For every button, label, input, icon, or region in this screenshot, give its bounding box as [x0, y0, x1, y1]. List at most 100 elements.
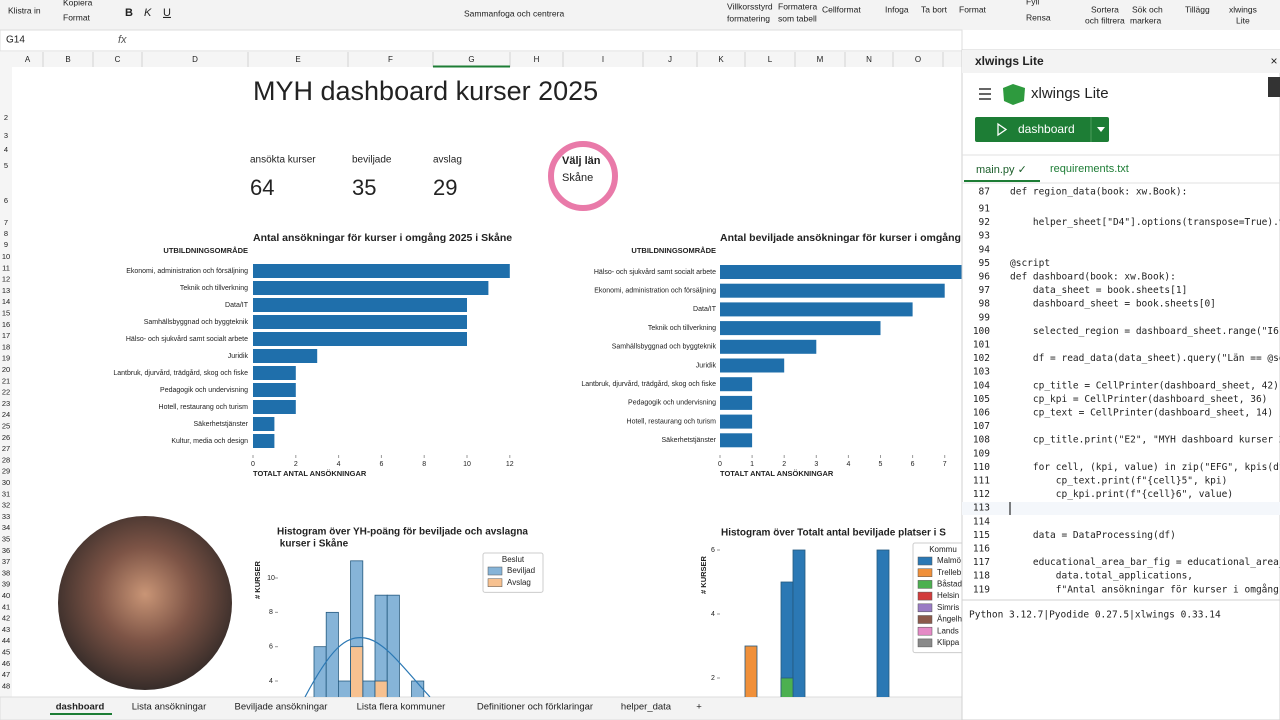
- column-label[interactable]: I: [602, 55, 604, 64]
- column-label[interactable]: B: [65, 55, 70, 64]
- row-label[interactable]: 19: [2, 354, 10, 363]
- row-label[interactable]: 34: [2, 523, 10, 532]
- cell-reference[interactable]: G14: [6, 35, 25, 46]
- ribbon-item[interactable]: Sortera: [1091, 4, 1119, 14]
- select-value[interactable]: Skåne: [562, 172, 593, 184]
- row-label[interactable]: 3: [4, 131, 8, 140]
- row-label[interactable]: 7: [4, 218, 8, 227]
- ribbon-item[interactable]: Lite: [1236, 15, 1250, 25]
- column-label[interactable]: G: [468, 55, 474, 64]
- row-label[interactable]: 12: [2, 275, 10, 284]
- ribbon-item[interactable]: Sammanfoga och centrera: [464, 8, 564, 18]
- run-button[interactable]: [975, 117, 1109, 142]
- row-label[interactable]: 36: [2, 546, 10, 555]
- ribbon-item[interactable]: Tillägg: [1185, 4, 1210, 14]
- row-label[interactable]: 32: [2, 501, 10, 510]
- row-label[interactable]: 22: [2, 388, 10, 397]
- column-label[interactable]: J: [668, 55, 672, 64]
- column-label[interactable]: C: [115, 55, 121, 64]
- row-label[interactable]: 6: [4, 196, 8, 205]
- row-label[interactable]: 40: [2, 591, 10, 600]
- column-label[interactable]: O: [915, 55, 921, 64]
- row-label[interactable]: 30: [2, 478, 10, 487]
- ribbon-item[interactable]: formatering: [727, 13, 770, 23]
- sheet-tab[interactable]: Lista flera kommuner: [357, 702, 446, 713]
- row-label[interactable]: 39: [2, 580, 10, 589]
- row-label[interactable]: 15: [2, 308, 10, 317]
- ribbon-item[interactable]: Kopiera: [63, 0, 93, 7]
- ribbon-item[interactable]: Fyll: [1026, 0, 1039, 6]
- ribbon-item[interactable]: Format: [63, 12, 91, 22]
- column-label[interactable]: M: [817, 55, 824, 64]
- ribbon-item[interactable]: Formatera: [778, 1, 817, 11]
- region-select[interactable]: [548, 141, 618, 211]
- ribbon-item[interactable]: U: [163, 7, 171, 19]
- editor-tab[interactable]: main.py ✓: [976, 164, 1027, 176]
- row-label[interactable]: 10: [2, 252, 10, 261]
- column-label[interactable]: D: [192, 55, 198, 64]
- row-label[interactable]: 13: [2, 286, 10, 295]
- sheet-tab[interactable]: Beviljade ansökningar: [235, 702, 328, 713]
- editor-tab[interactable]: requirements.txt: [1050, 163, 1129, 175]
- info-icon[interactable]: [1268, 77, 1280, 97]
- run-button-label[interactable]: dashboard: [1018, 122, 1075, 136]
- row-label[interactable]: 16: [2, 320, 10, 329]
- sheet-tab[interactable]: +: [696, 702, 702, 713]
- ribbon-item[interactable]: B: [125, 7, 133, 19]
- row-label[interactable]: 43: [2, 625, 10, 634]
- dropdown-icon[interactable]: [1097, 127, 1105, 132]
- row-label[interactable]: 14: [2, 297, 10, 306]
- row-label[interactable]: 44: [2, 636, 10, 645]
- row-label[interactable]: 23: [2, 399, 10, 408]
- row-label[interactable]: 46: [2, 659, 10, 668]
- row-label[interactable]: 33: [2, 512, 10, 521]
- row-label[interactable]: 25: [2, 421, 10, 430]
- column-label[interactable]: K: [718, 55, 724, 64]
- ribbon-item[interactable]: Rensa: [1026, 12, 1051, 22]
- column-label[interactable]: L: [768, 55, 773, 64]
- ribbon-item[interactable]: markera: [1130, 15, 1161, 25]
- column-label[interactable]: A: [25, 55, 31, 64]
- sheet-tab[interactable]: Definitioner och förklaringar: [477, 702, 593, 713]
- ribbon-item[interactable]: Ta bort: [921, 4, 948, 14]
- column-label[interactable]: N: [866, 55, 872, 64]
- row-label[interactable]: 5: [4, 161, 8, 170]
- row-label[interactable]: 9: [4, 240, 8, 249]
- row-label[interactable]: 48: [2, 681, 10, 690]
- row-label[interactable]: 37: [2, 557, 10, 566]
- sheet-tab[interactable]: Lista ansökningar: [132, 702, 206, 713]
- ribbon-item[interactable]: och filtrera: [1085, 15, 1125, 25]
- row-label[interactable]: 35: [2, 534, 10, 543]
- column-label[interactable]: H: [534, 55, 540, 64]
- ribbon-item[interactable]: Infoga: [885, 4, 909, 14]
- row-label[interactable]: 29: [2, 467, 10, 476]
- menu-icon[interactable]: [979, 88, 991, 100]
- ribbon-item[interactable]: Klistra in: [8, 5, 41, 15]
- sheet-tab[interactable]: helper_data: [621, 702, 672, 713]
- row-label[interactable]: 31: [2, 489, 10, 498]
- row-label[interactable]: 17: [2, 331, 10, 340]
- row-label[interactable]: 24: [2, 410, 10, 419]
- ribbon-item[interactable]: K: [144, 7, 152, 19]
- ribbon-item[interactable]: xlwings: [1229, 4, 1257, 14]
- row-label[interactable]: 26: [2, 433, 10, 442]
- row-label[interactable]: 2: [4, 113, 8, 122]
- sheet-tab[interactable]: dashboard: [56, 702, 105, 713]
- row-label[interactable]: 41: [2, 602, 10, 611]
- row-label[interactable]: 20: [2, 365, 10, 374]
- row-label[interactable]: 38: [2, 568, 10, 577]
- row-label[interactable]: 45: [2, 647, 10, 656]
- row-label[interactable]: 21: [2, 376, 10, 385]
- row-label[interactable]: 8: [4, 229, 8, 238]
- row-label[interactable]: 27: [2, 444, 10, 453]
- ribbon-item[interactable]: som tabell: [778, 13, 817, 23]
- column-label[interactable]: F: [388, 55, 393, 64]
- ribbon-item[interactable]: Sök och: [1132, 4, 1163, 14]
- row-label[interactable]: 11: [2, 263, 10, 272]
- ribbon-item[interactable]: Format: [959, 4, 987, 14]
- row-label[interactable]: 18: [2, 342, 10, 351]
- column-label[interactable]: E: [295, 55, 300, 64]
- ribbon-item[interactable]: Cellformat: [822, 4, 861, 14]
- row-label[interactable]: 42: [2, 614, 10, 623]
- row-label[interactable]: 28: [2, 455, 10, 464]
